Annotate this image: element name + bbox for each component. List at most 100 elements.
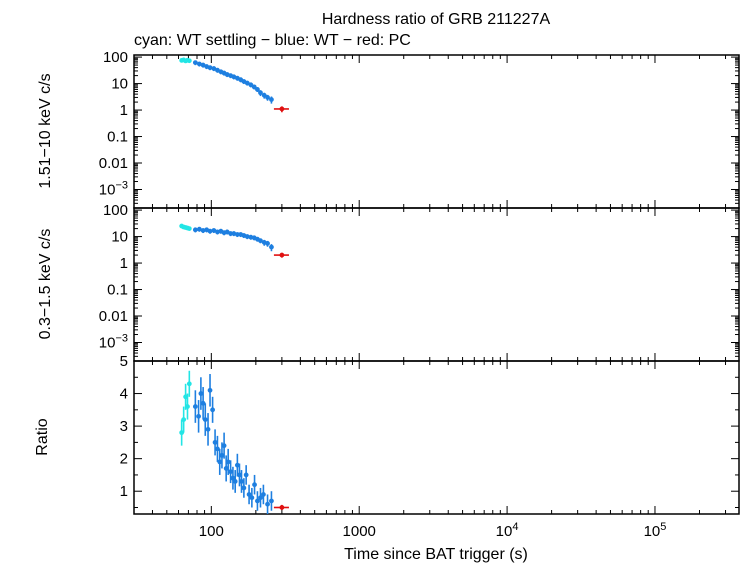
y-tick-label: 1 — [120, 255, 128, 272]
data-marker — [269, 244, 274, 250]
series-wt — [192, 226, 274, 252]
data-point — [258, 487, 263, 508]
data-point — [231, 231, 237, 237]
data-marker — [231, 231, 237, 236]
y-tick-label: 10 — [111, 229, 128, 246]
data-marker — [258, 495, 263, 501]
data-marker — [244, 234, 250, 239]
data-point — [258, 90, 263, 97]
y-tick-label: 0.01 — [99, 308, 128, 325]
data-marker — [265, 95, 270, 100]
data-point — [246, 484, 252, 505]
data-marker — [207, 65, 213, 71]
data-marker — [186, 58, 192, 64]
data-point — [232, 470, 238, 493]
data-marker — [181, 417, 187, 422]
series-wt_settling — [179, 57, 192, 64]
data-point — [273, 106, 289, 113]
data-marker — [269, 498, 274, 504]
y-tick-label: 4 — [120, 386, 128, 403]
data-marker — [228, 469, 233, 475]
data-marker — [200, 228, 206, 233]
data-point — [241, 79, 247, 85]
data-marker — [252, 482, 257, 488]
data-marker — [211, 66, 217, 71]
data-point — [221, 432, 227, 459]
data-marker — [251, 84, 257, 90]
data-point — [269, 244, 274, 252]
data-point — [248, 82, 254, 88]
y-tick-label: 1 — [120, 483, 128, 500]
data-marker — [246, 492, 252, 497]
data-point — [243, 465, 249, 485]
data-point — [238, 77, 244, 83]
data-marker — [255, 498, 260, 504]
data-point — [185, 393, 190, 420]
data-point — [261, 484, 266, 505]
series-wt_settling — [179, 223, 192, 232]
data-point — [196, 226, 202, 232]
data-marker — [234, 462, 240, 468]
data-point — [207, 374, 213, 407]
data-point — [249, 487, 255, 508]
data-point — [251, 84, 257, 90]
data-marker — [196, 226, 202, 232]
data-marker — [200, 400, 206, 406]
data-marker — [230, 475, 236, 481]
data-marker — [207, 228, 213, 234]
y-tick-label: 100 — [103, 202, 128, 219]
data-point — [265, 494, 270, 514]
data-point — [255, 491, 260, 511]
data-point — [217, 448, 223, 475]
data-point — [196, 61, 202, 67]
data-point — [196, 400, 201, 433]
data-marker — [202, 417, 208, 422]
data-marker — [269, 97, 274, 102]
data-point — [265, 94, 270, 101]
y-tick-label: 0.1 — [107, 129, 128, 146]
data-marker — [219, 453, 225, 458]
series-wt — [192, 60, 274, 104]
data-point — [231, 74, 237, 80]
data-point — [255, 87, 260, 93]
data-marker — [258, 90, 263, 96]
y-tick-label: 10 — [111, 76, 128, 93]
data-marker — [232, 479, 238, 484]
data-point — [211, 228, 217, 234]
data-marker — [196, 413, 201, 419]
data-marker — [200, 62, 206, 68]
data-point — [261, 92, 267, 99]
data-point — [186, 58, 192, 64]
data-marker — [186, 226, 192, 232]
y-tick-label: 1 — [120, 102, 128, 119]
data-marker — [210, 407, 215, 413]
series-wt — [192, 374, 274, 514]
data-point — [200, 228, 206, 234]
data-point — [210, 396, 215, 423]
panel-ratio: 1 2 3 4 5 Ratio — [34, 353, 740, 515]
y-tick-label: 10−3 — [99, 332, 128, 351]
data-point — [211, 66, 217, 72]
data-marker — [279, 505, 285, 510]
y-tick-label: 3 — [120, 418, 128, 435]
data-point — [212, 429, 218, 456]
data-marker — [223, 466, 229, 471]
data-point — [192, 390, 198, 423]
y-axis-label: 1.51−10 keV c/s — [37, 73, 54, 188]
data-point — [192, 60, 198, 66]
data-point — [224, 229, 230, 235]
chart-subtitle: cyan: WT settling − blue: WT − red: PC — [134, 32, 411, 49]
data-marker — [185, 404, 190, 409]
data-point — [200, 387, 206, 420]
data-point — [255, 236, 260, 242]
data-marker — [237, 472, 242, 478]
data-marker — [225, 459, 231, 465]
data-marker — [192, 60, 198, 65]
data-marker — [249, 495, 255, 501]
data-point — [241, 478, 247, 498]
data-marker — [221, 443, 227, 449]
data-point — [218, 228, 224, 234]
data-marker — [231, 74, 237, 80]
panel-soft: 100 10 1 0.1 0.01 10−3 0.3−1.5 keV c/s — [37, 202, 740, 362]
